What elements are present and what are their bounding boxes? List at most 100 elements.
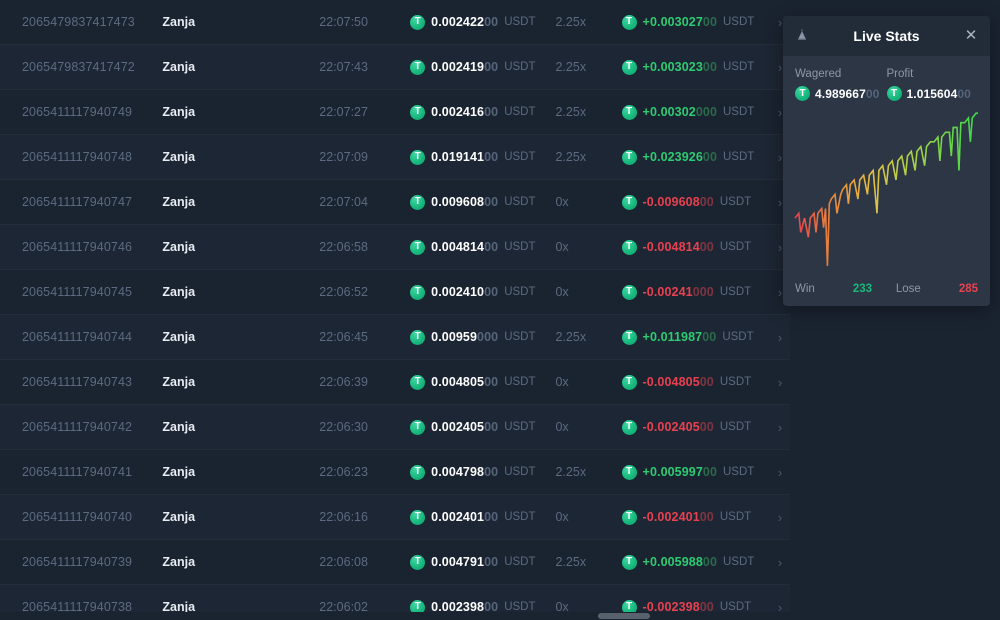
table-row[interactable]: 2065411117940748 Zanja 22:07:09 T 0.01914100…: [0, 135, 790, 180]
profit-chart-svg: [794, 112, 978, 266]
chevron-right-icon[interactable]: ›: [777, 464, 783, 480]
bet-multiplier: 0x: [555, 195, 569, 209]
amount-trailing: 00: [484, 465, 499, 479]
bet-user[interactable]: Zanja: [162, 195, 196, 209]
payout-currency: USDT: [719, 376, 752, 388]
bet-payout: T +0.01198700 USDT: [621, 329, 771, 345]
table-row[interactable]: 2065411117940744 Zanja 22:06:45 T 0.00959000…: [0, 315, 790, 360]
chevron-right-icon[interactable]: ›: [777, 419, 783, 435]
amount-currency: USDT: [504, 331, 536, 343]
table-row[interactable]: 2065411117940746 Zanja 22:06:58 T 0.00481400…: [0, 225, 790, 270]
table-row[interactable]: 2065479837417472 Zanja 22:07:43 T 0.00241900…: [0, 45, 790, 90]
bet-user[interactable]: Zanja: [162, 105, 196, 119]
bet-user[interactable]: Zanja: [162, 420, 196, 434]
bet-user[interactable]: Zanja: [162, 15, 196, 29]
amount-trailing: 00: [484, 420, 499, 434]
drag-handle-icon[interactable]: [793, 27, 811, 45]
bet-amount: T 0.00480500 USDT: [410, 374, 555, 390]
bet-user[interactable]: Zanja: [162, 330, 196, 344]
amount-currency: USDT: [504, 151, 536, 163]
bet-user[interactable]: Zanja: [162, 375, 196, 389]
amount-trailing: 00: [484, 555, 499, 569]
chevron-right-icon[interactable]: ›: [777, 59, 783, 75]
bet-multiplier: 2.25x: [555, 465, 587, 479]
payout-trailing: 00: [702, 15, 717, 29]
live-stats-panel: Live Stats ✕ Wagered T 4.98966700 Profit…: [783, 16, 990, 306]
close-icon[interactable]: ✕: [964, 27, 978, 44]
usdt-coin-icon: T: [621, 14, 637, 30]
metric-wagered: Wagered T 4.98966700: [795, 68, 887, 101]
live-stats-header[interactable]: Live Stats ✕: [783, 16, 990, 56]
amount-significant: 0.004805: [431, 375, 485, 389]
horizontal-scrollbar-thumb[interactable]: [598, 613, 650, 619]
bet-user[interactable]: Zanja: [162, 600, 196, 614]
table-row[interactable]: 2065411117940740 Zanja 22:06:16 T 0.00240100…: [0, 495, 790, 540]
bet-id: 2065411117940747: [22, 195, 133, 209]
payout-currency: USDT: [719, 601, 752, 613]
table-row[interactable]: 2065411117940745 Zanja 22:06:52 T 0.00241000…: [0, 270, 790, 315]
chevron-right-icon[interactable]: ›: [777, 194, 783, 210]
table-row[interactable]: 2065411117940743 Zanja 22:06:39 T 0.00480500…: [0, 360, 790, 405]
usdt-coin-icon: T: [410, 104, 426, 120]
chevron-right-icon[interactable]: ›: [777, 509, 783, 525]
bet-time: 22:06:02: [319, 600, 368, 614]
amount-significant: 0.002401: [431, 510, 485, 524]
bet-amount: T 0.00241600 USDT: [410, 104, 555, 120]
amount-significant: 0.002419: [431, 60, 485, 74]
bet-time: 22:07:27: [319, 105, 368, 119]
table-row[interactable]: 2065411117940739 Zanja 22:06:08 T 0.00479100…: [0, 540, 790, 585]
amount-significant: 0.004814: [431, 240, 485, 254]
bet-amount: T 0.00241900 USDT: [410, 59, 555, 75]
amount-currency: USDT: [504, 466, 536, 478]
bet-id: 2065411117940745: [22, 285, 133, 299]
bet-user[interactable]: Zanja: [162, 60, 196, 74]
chevron-right-icon[interactable]: ›: [777, 599, 783, 615]
amount-trailing: 00: [484, 105, 499, 119]
chevron-right-icon[interactable]: ›: [777, 554, 783, 570]
bet-user[interactable]: Zanja: [162, 285, 196, 299]
chevron-right-icon[interactable]: ›: [777, 14, 783, 30]
usdt-coin-icon: T: [621, 239, 637, 255]
chevron-right-icon[interactable]: ›: [777, 239, 783, 255]
usdt-coin-icon: T: [621, 599, 637, 615]
chevron-right-icon[interactable]: ›: [777, 104, 783, 120]
payout-trailing: 000: [692, 285, 714, 299]
chevron-right-icon[interactable]: ›: [777, 329, 783, 345]
bet-multiplier: 2.25x: [555, 105, 587, 119]
amount-currency: USDT: [504, 196, 536, 208]
bet-time: 22:06:23: [319, 465, 368, 479]
chevron-right-icon[interactable]: ›: [777, 149, 783, 165]
payout-trailing: 000: [695, 105, 717, 119]
payout-significant: +0.005988: [642, 555, 703, 569]
table-row[interactable]: 2065411117940742 Zanja 22:06:30 T 0.00240500…: [0, 405, 790, 450]
bet-user[interactable]: Zanja: [162, 510, 196, 524]
usdt-coin-icon: T: [621, 329, 637, 345]
usdt-coin-icon: T: [621, 284, 637, 300]
bet-user[interactable]: Zanja: [162, 555, 196, 569]
payout-trailing: 00: [699, 600, 714, 614]
bet-user[interactable]: Zanja: [162, 150, 196, 164]
table-row[interactable]: 2065411117940747 Zanja 22:07:04 T 0.00960800…: [0, 180, 790, 225]
payout-trailing: 00: [702, 330, 717, 344]
usdt-coin-icon: T: [621, 464, 637, 480]
payout-currency: USDT: [722, 331, 754, 343]
usdt-coin-icon: T: [410, 464, 426, 480]
wagered-significant: 4.989667: [815, 86, 866, 101]
bet-time: 22:06:16: [319, 510, 368, 524]
chevron-right-icon[interactable]: ›: [777, 374, 783, 390]
table-row[interactable]: 2065479837417473 Zanja 22:07:50 T 0.00242200…: [0, 0, 790, 45]
payout-significant: +0.003027: [642, 15, 703, 29]
chevron-right-icon[interactable]: ›: [777, 284, 783, 300]
amount-currency: USDT: [504, 511, 536, 523]
bet-id: 2065479837417472: [22, 60, 135, 74]
bet-id: 2065411117940739: [22, 555, 133, 569]
horizontal-scrollbar-track[interactable]: [0, 612, 790, 620]
table-row[interactable]: 2065411117940741 Zanja 22:06:23 T 0.00479800…: [0, 450, 790, 495]
bet-amount: T 0.00240500 USDT: [410, 419, 555, 435]
bet-multiplier: 2.25x: [555, 555, 587, 569]
bet-user[interactable]: Zanja: [162, 465, 196, 479]
bet-user[interactable]: Zanja: [162, 240, 196, 254]
bet-time: 22:06:30: [319, 420, 368, 434]
table-row[interactable]: 2065411117940749 Zanja 22:07:27 T 0.00241600…: [0, 90, 790, 135]
metric-profit: Profit T 1.01560400: [886, 68, 979, 101]
